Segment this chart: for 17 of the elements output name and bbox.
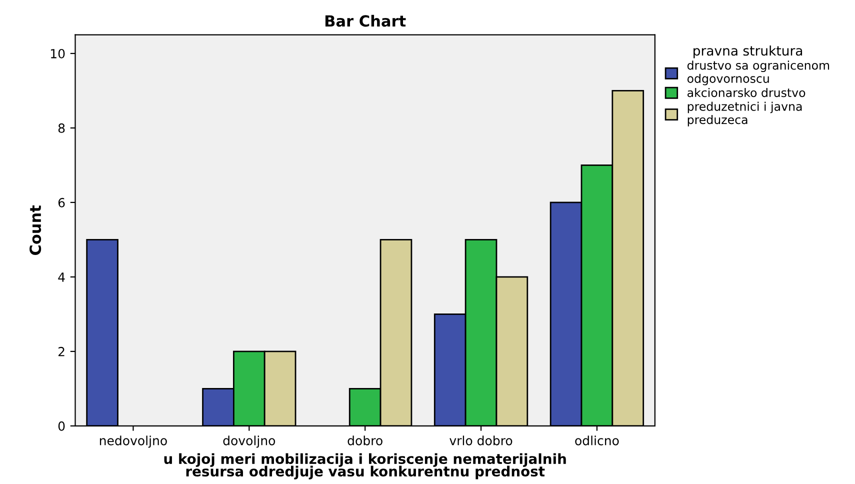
y-axis-title: Count — [30, 205, 42, 256]
y-tick-label: 6 — [58, 198, 65, 208]
x-axis-title: u kojoj meri mobilizacija i koriscenje nematerijalnih resursa odredjuje vasu konkurentnu prednost — [164, 453, 566, 480]
x-tick-label: odlicno — [575, 436, 619, 446]
legend-title: pravna struktura — [694, 45, 802, 58]
chart-title: Bar Chart — [325, 14, 406, 27]
y-tick-label: 2 — [58, 346, 64, 356]
y-tick-label: 0 — [58, 421, 65, 431]
y-tick-label: 8 — [58, 123, 65, 133]
x-tick-label: dobro — [348, 436, 382, 446]
x-tick-label: nedovoljno — [100, 436, 167, 448]
y-tick-label: 10 — [50, 48, 65, 58]
y-tick-label: 4 — [58, 272, 65, 282]
legend-label: preduzetnici i javna preduzeca — [688, 102, 802, 126]
x-tick-label: dovoljno — [223, 436, 276, 448]
legend-label: akcionarsko drustvo — [688, 88, 806, 98]
x-tick-label: vrlo dobro — [450, 436, 512, 446]
